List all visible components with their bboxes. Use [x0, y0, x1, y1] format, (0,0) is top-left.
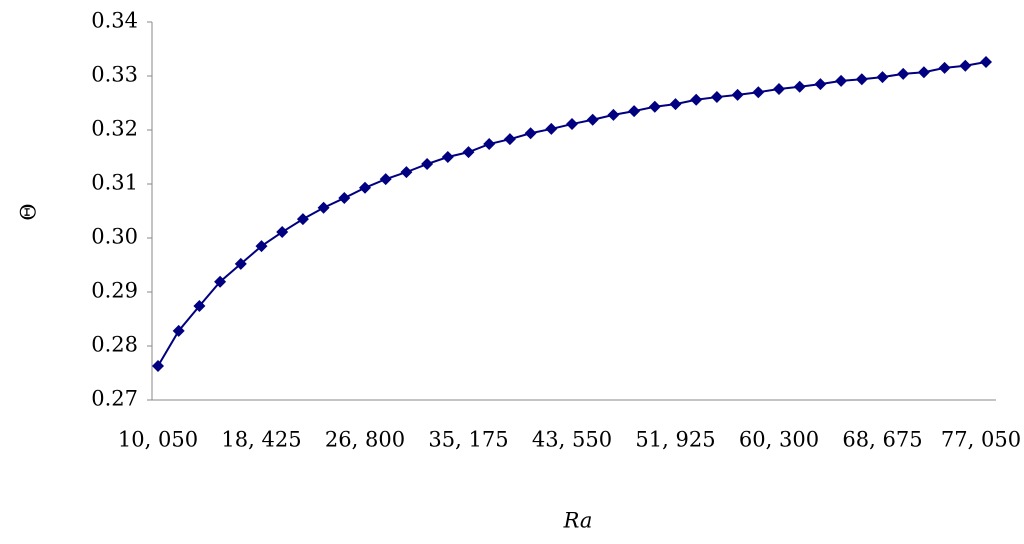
marker [421, 158, 434, 171]
marker [980, 55, 992, 68]
marker [773, 82, 785, 95]
marker [648, 100, 661, 113]
marker [814, 78, 827, 91]
marker [835, 74, 848, 87]
x-tick-label: 51, 925 [635, 428, 715, 452]
y-tick-label: 0.33 [91, 63, 138, 87]
y-axis-label: Θ [17, 203, 41, 220]
marker [214, 275, 227, 288]
marker [524, 127, 537, 140]
x-tick-label: 10, 050 [118, 428, 198, 452]
x-tick-label: 35, 175 [428, 428, 508, 452]
marker [793, 80, 806, 93]
marker [193, 300, 206, 313]
x-axis-label: Ra [563, 509, 593, 533]
marker [959, 59, 972, 72]
marker [359, 181, 371, 194]
marker [503, 133, 516, 146]
x-tick-label: 18, 425 [221, 428, 301, 452]
marker [731, 88, 744, 101]
marker [172, 324, 185, 337]
marker [545, 122, 558, 135]
y-tick-label: 0.29 [91, 279, 138, 303]
marker [152, 359, 164, 372]
marker [317, 201, 330, 214]
y-tick-label: 0.31 [91, 171, 138, 195]
marker [566, 118, 578, 131]
marker [441, 151, 454, 163]
x-tick-label: 60, 300 [739, 428, 819, 452]
marker [276, 226, 289, 239]
line [157, 60, 987, 367]
marker [669, 98, 682, 111]
marker [690, 93, 703, 106]
marker [855, 73, 868, 86]
x-tick-label: 77, 050 [941, 428, 1021, 452]
marker [462, 146, 475, 159]
marker [938, 61, 951, 74]
marker [255, 240, 268, 253]
y-tick-label: 0.30 [91, 225, 138, 249]
x-tick-label: 68, 675 [842, 428, 922, 452]
marker [628, 105, 641, 118]
marker [752, 86, 765, 99]
marker [483, 138, 496, 151]
marker [607, 108, 620, 121]
marker [897, 67, 910, 80]
y-tick-label: 0.27 [91, 387, 138, 411]
marker [338, 192, 351, 205]
x-tick-label: 26, 800 [325, 428, 405, 452]
y-tick-label: 0.32 [91, 117, 138, 141]
x-tick-label: 43, 550 [532, 428, 612, 452]
marker [400, 166, 413, 179]
marker [876, 71, 889, 84]
y-tick-label: 0.34 [91, 9, 138, 33]
marker [234, 257, 247, 270]
marker [917, 66, 930, 79]
y-tick-label: 0.28 [91, 333, 138, 357]
marker [296, 213, 309, 226]
marker [586, 113, 599, 126]
marker [379, 173, 392, 186]
marker [710, 91, 723, 104]
